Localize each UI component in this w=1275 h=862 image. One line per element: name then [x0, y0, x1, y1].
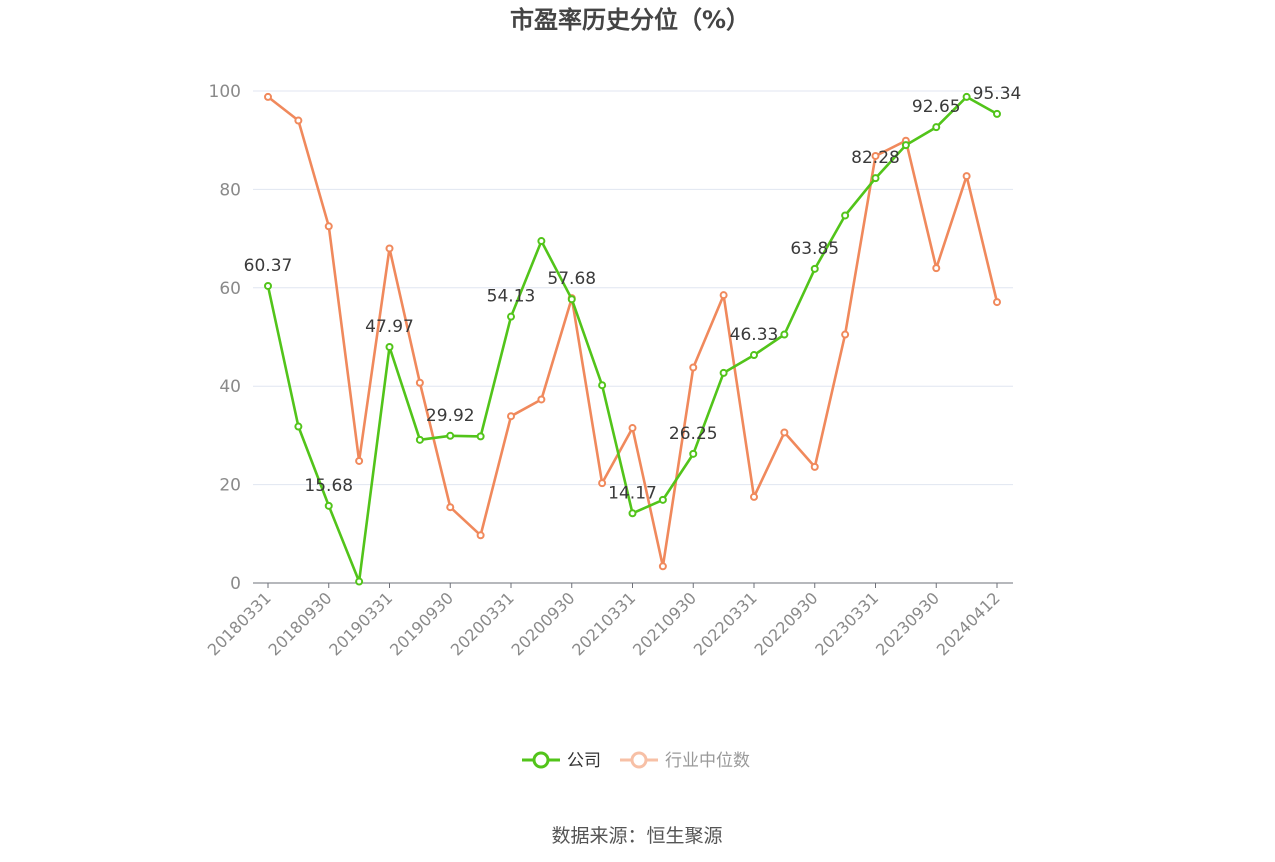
data-point	[750, 492, 758, 501]
x-tick-label: 20240412	[933, 588, 1004, 659]
data-point	[780, 330, 789, 339]
data-label: 95.34	[973, 84, 1022, 104]
data-point	[810, 462, 819, 471]
y-tick-label: 40	[219, 377, 241, 397]
legend-label: 公司	[567, 751, 601, 771]
data-label: 82.28	[851, 148, 900, 168]
x-tick-label: 20220930	[751, 588, 822, 659]
data-point	[901, 141, 910, 150]
data-label: 54.13	[487, 287, 536, 307]
x-tick-label: 20180331	[204, 588, 275, 659]
x-axis: 2018033120180930201903312019093020200331…	[204, 582, 1013, 659]
data-labels: 60.37 15.68 47.97 29.92 54.13 57.68 14.17 26.25…	[244, 84, 1022, 503]
data-point	[537, 395, 546, 404]
data-point	[841, 330, 850, 339]
data-point	[355, 456, 364, 465]
chart-title: 市盈率历史分位（%）	[510, 6, 750, 34]
data-point	[446, 503, 455, 512]
y-tick-label: 80	[219, 180, 241, 200]
x-tick-label: 20190930	[386, 588, 457, 659]
legend[interactable]: 公司 行业中位数	[522, 751, 750, 771]
data-point	[628, 509, 637, 518]
x-tick-label: 20200331	[447, 588, 518, 659]
y-axis: 0 20 40 60 80 100	[209, 82, 241, 594]
data-point	[324, 501, 333, 510]
data-point	[962, 92, 971, 101]
data-label: 26.25	[669, 424, 718, 444]
data-point	[598, 381, 607, 390]
data-point	[598, 479, 607, 488]
legend-item-industry-median[interactable]: 行业中位数	[620, 751, 750, 771]
data-point	[689, 449, 698, 458]
x-tick-label: 20210331	[568, 588, 639, 659]
grid-lines	[253, 90, 1013, 486]
data-point	[507, 312, 515, 321]
x-tick-label: 20230930	[872, 588, 943, 659]
data-point	[385, 244, 394, 253]
data-label: 47.97	[365, 317, 414, 337]
legend-item-company[interactable]: 公司	[522, 751, 601, 771]
data-point	[871, 174, 880, 183]
data-point	[810, 264, 819, 273]
data-point	[993, 109, 1001, 118]
x-tick-label: 20190331	[325, 588, 396, 659]
y-tick-label: 20	[219, 476, 241, 496]
data-point	[476, 531, 485, 540]
data-point	[567, 295, 576, 304]
data-point	[537, 237, 546, 246]
data-label: 46.33	[730, 325, 779, 345]
x-tick-label: 20220331	[690, 588, 761, 659]
data-point	[294, 116, 303, 125]
data-point	[871, 151, 880, 160]
data-point	[507, 412, 515, 421]
x-tick-label: 20210930	[629, 588, 700, 659]
data-point	[264, 281, 272, 290]
data-point	[355, 577, 364, 586]
data-point	[932, 123, 941, 132]
data-point	[993, 298, 1001, 307]
x-tick-label: 20180930	[265, 588, 336, 659]
data-point	[841, 211, 850, 220]
data-label: 63.85	[790, 239, 839, 259]
legend-marker	[532, 751, 550, 769]
legend-label: 行业中位数	[665, 751, 750, 771]
data-point	[294, 422, 303, 431]
data-point	[689, 363, 698, 372]
x-tick-label: 20200930	[508, 588, 579, 659]
data-point	[962, 172, 971, 181]
data-label: 92.65	[912, 97, 961, 117]
data-point	[415, 378, 424, 387]
data-point	[750, 351, 758, 360]
data-point	[658, 495, 667, 504]
data-point	[385, 342, 394, 351]
data-point	[780, 428, 789, 437]
data-point	[719, 291, 728, 300]
data-point	[446, 431, 455, 440]
data-point	[932, 264, 941, 273]
data-point	[719, 368, 728, 377]
source-note: 数据来源：恒生聚源	[551, 825, 722, 847]
data-point	[324, 222, 333, 231]
data-point	[476, 432, 485, 441]
y-tick-label: 0	[230, 574, 241, 594]
data-point	[628, 424, 637, 433]
data-point	[415, 435, 424, 444]
y-tick-label: 60	[219, 279, 241, 299]
data-label: 14.17	[608, 483, 657, 503]
series-layer	[264, 92, 1001, 586]
data-label: 29.92	[426, 406, 475, 426]
data-point	[264, 92, 272, 101]
y-tick-label: 100	[209, 82, 241, 102]
x-tick-label: 20230331	[811, 588, 882, 659]
data-label: 60.37	[244, 256, 293, 276]
data-label: 15.68	[304, 476, 353, 496]
legend-marker	[630, 751, 648, 769]
data-label: 57.68	[547, 269, 596, 289]
data-point	[658, 562, 667, 571]
